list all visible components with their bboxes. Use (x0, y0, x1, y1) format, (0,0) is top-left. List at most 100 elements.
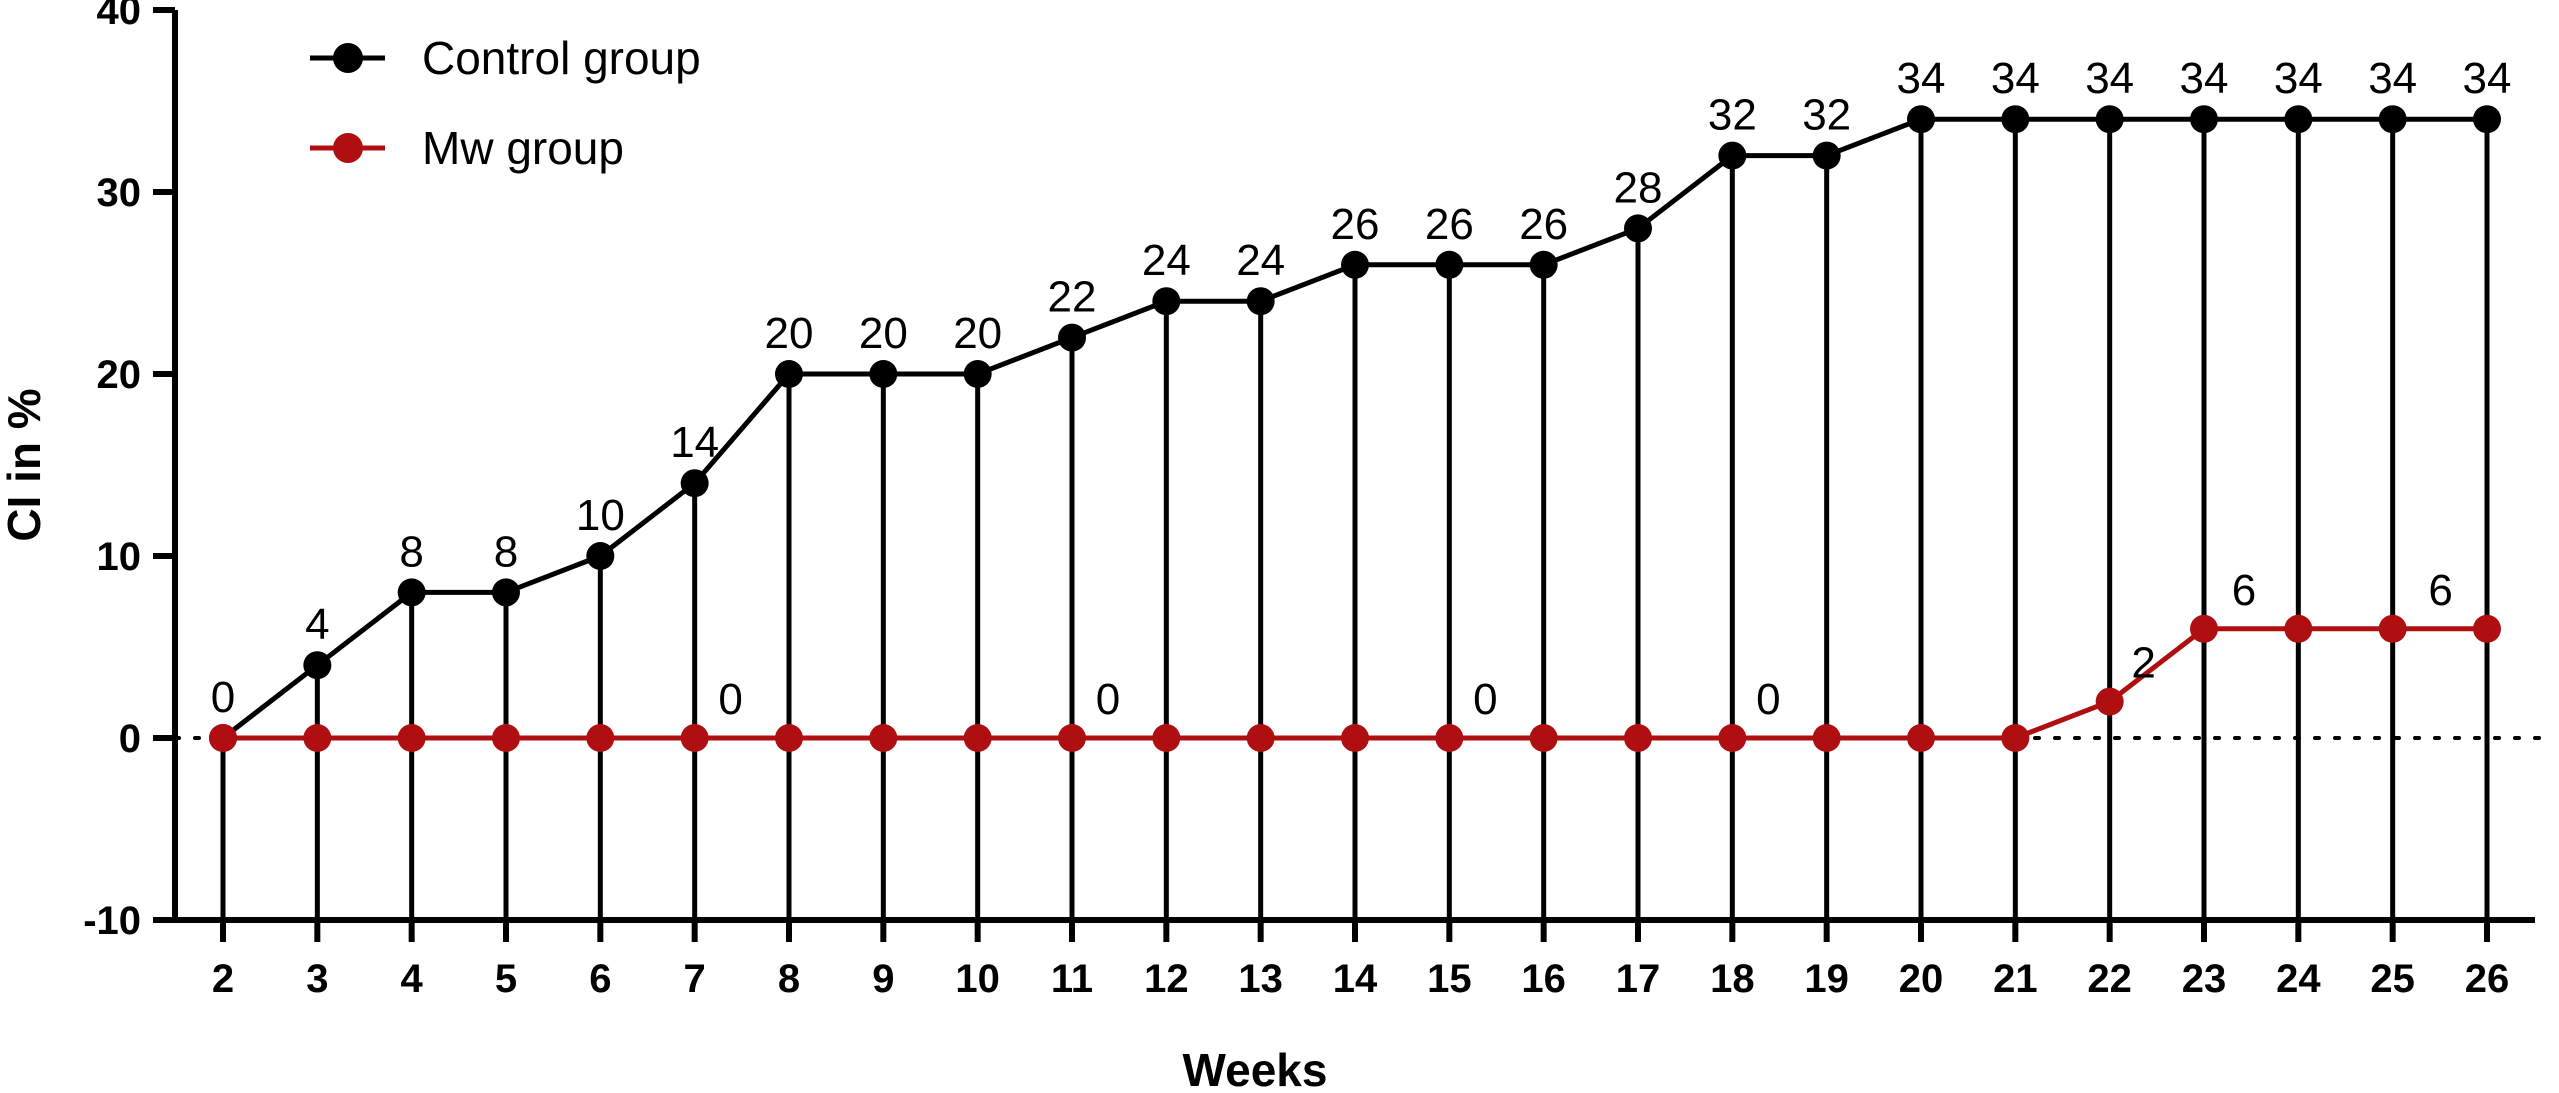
x-tick-label: 7 (684, 957, 706, 1001)
x-tick-label: 6 (589, 957, 611, 1001)
data-label: 20 (859, 309, 908, 358)
data-point (1435, 250, 1464, 279)
x-tick-label: 26 (2465, 957, 2510, 1001)
data-point (1341, 250, 1369, 279)
data-point (1435, 724, 1464, 752)
data-label: 34 (2463, 54, 2512, 103)
data-point (397, 578, 426, 607)
x-tick-label: 25 (2370, 957, 2415, 1001)
data-point (1529, 724, 1558, 752)
x-tick-label: 3 (306, 957, 328, 1001)
data-label: 34 (1897, 54, 1946, 103)
data-point (2095, 687, 2124, 716)
data-point (1907, 105, 1935, 134)
legend-label: Control group (422, 32, 701, 84)
data-label: 8 (399, 527, 423, 576)
data-label: 0 (1096, 675, 1120, 724)
data-label: 20 (953, 309, 1002, 358)
data-label: 6 (2428, 566, 2452, 615)
x-tick-label: 8 (778, 957, 800, 1001)
data-point (1812, 141, 1841, 170)
data-label: 24 (1236, 236, 1285, 285)
y-tick-label: 10 (97, 535, 142, 579)
data-point (1718, 724, 1747, 752)
data-point (1341, 724, 1369, 752)
data-label: 0 (718, 675, 742, 724)
x-tick-label: 11 (1051, 957, 1093, 1001)
y-tick-label: 20 (97, 353, 142, 397)
data-point (775, 360, 803, 388)
data-label: 4 (305, 600, 329, 649)
data-point (2378, 105, 2407, 134)
data-point (680, 469, 709, 498)
data-label: 34 (2368, 54, 2417, 103)
data-point (2001, 105, 2030, 134)
data-point (303, 724, 332, 752)
data-point (1058, 323, 1086, 352)
data-point (680, 724, 709, 752)
x-tick-label: 16 (1521, 957, 1566, 1001)
x-tick-label: 12 (1144, 957, 1189, 1001)
data-label: 28 (1614, 163, 1663, 212)
data-point (2001, 724, 2030, 752)
data-label: 32 (1802, 91, 1851, 140)
data-label: 26 (1331, 200, 1380, 249)
data-label: 2 (2131, 639, 2155, 688)
x-tick-label: 5 (495, 957, 517, 1001)
x-tick-label: 24 (2276, 957, 2321, 1001)
y-tick-label: 0 (119, 717, 141, 761)
data-label: 0 (1756, 675, 1780, 724)
data-point (2284, 105, 2313, 134)
data-label: 26 (1425, 200, 1474, 249)
x-tick-label: 14 (1333, 957, 1378, 1001)
data-point (2473, 105, 2501, 134)
data-point (1907, 724, 1935, 752)
x-tick-label: 21 (1993, 957, 2038, 1001)
data-label: 6 (2232, 566, 2256, 615)
data-point (1058, 724, 1086, 752)
data-point (1624, 214, 1652, 243)
data-label: 14 (670, 418, 719, 467)
data-label: 20 (765, 309, 814, 358)
x-tick-label: 15 (1427, 957, 1472, 1001)
data-point (1529, 250, 1558, 279)
data-point (2095, 105, 2124, 134)
y-axis-title: CI in % (0, 388, 50, 541)
data-point (492, 724, 520, 752)
data-label: 22 (1048, 273, 1097, 322)
data-point (2378, 614, 2407, 643)
data-point (963, 724, 992, 752)
data-point (397, 724, 426, 752)
data-point (869, 724, 898, 752)
x-tick-label: 4 (401, 957, 424, 1001)
data-point (1246, 287, 1275, 316)
x-tick-label: 20 (1899, 957, 1944, 1001)
x-tick-label: 22 (2087, 957, 2132, 1001)
data-point (1718, 141, 1747, 170)
data-point (1246, 724, 1275, 752)
x-axis-title: Weeks (1183, 1044, 1328, 1093)
data-point (209, 724, 237, 752)
x-tick-label: 17 (1616, 957, 1661, 1001)
data-point (1624, 724, 1652, 752)
data-label: 26 (1519, 200, 1568, 249)
data-point (2190, 614, 2218, 643)
data-label: 10 (576, 491, 625, 540)
data-point (1152, 287, 1181, 316)
data-label: 24 (1142, 236, 1191, 285)
data-point (586, 542, 615, 570)
data-point (586, 724, 615, 752)
x-tick-label: 9 (872, 957, 894, 1001)
y-tick-label: 30 (97, 171, 142, 215)
x-tick-label: 13 (1238, 957, 1283, 1001)
x-tick-label: 23 (2182, 957, 2227, 1001)
data-point (1152, 724, 1181, 752)
data-label: 8 (494, 527, 518, 576)
data-point (2473, 614, 2501, 643)
data-point (869, 360, 898, 388)
data-label: 32 (1708, 91, 1757, 140)
data-label: 0 (211, 673, 235, 722)
data-point (963, 360, 992, 388)
